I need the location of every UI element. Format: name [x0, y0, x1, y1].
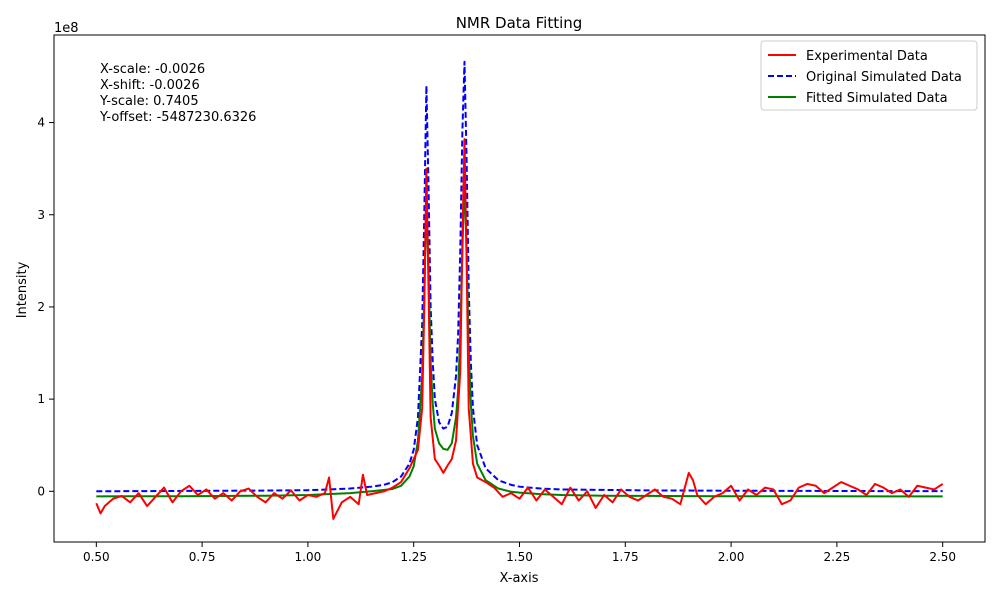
legend: Experimental Data Original Simulated Dat…	[760, 40, 978, 111]
y-tick-label: 2	[37, 300, 45, 314]
annotation-x-scale: X-scale: -0.0026	[100, 62, 205, 77]
x-tick-label: 0.50	[83, 550, 110, 564]
x-axis-label: X-axis	[500, 571, 539, 586]
y-tick-label: 3	[37, 208, 45, 222]
annotation-x-shift: X-shift: -0.0026	[100, 78, 200, 93]
plot-frame	[53, 34, 986, 543]
series-line-original-simulated-data	[96, 60, 943, 493]
fit-parameters-annotation: X-scale: -0.0026 X-shift: -0.0026 Y-scal…	[99, 62, 256, 125]
x-tick-label: 2.25	[824, 550, 851, 564]
y-axis-exponent-label: 1e8	[54, 21, 79, 36]
y-tick-label: 1	[37, 392, 45, 406]
x-tick-label: 1.50	[506, 550, 533, 564]
legend-label-fitted: Fitted Simulated Data	[806, 91, 948, 106]
legend-box	[760, 40, 978, 111]
y-axis-ticks: 0 1 2 3 4	[37, 116, 54, 498]
legend-label-original: Original Simulated Data	[806, 70, 962, 85]
y-tick-label: 4	[37, 116, 45, 130]
legend-label-experimental: Experimental Data	[806, 49, 928, 64]
x-tick-label: 2.00	[718, 550, 745, 564]
x-tick-label: 1.00	[295, 550, 322, 564]
chart-title: NMR Data Fitting	[456, 14, 583, 32]
x-tick-label: 2.50	[929, 550, 956, 564]
y-axis-label: Intensity	[15, 261, 30, 318]
annotation-y-offset: Y-offset: -5487230.6326	[99, 110, 256, 125]
x-axis-ticks: 0.50 0.75 1.00 1.25 1.50 1.75 2.00 2.25 2.50	[83, 542, 956, 564]
annotation-y-scale: Y-scale: 0.7405	[99, 94, 199, 109]
x-tick-label: 1.75	[612, 550, 639, 564]
series-line-experimental-data	[95, 138, 944, 520]
series-line-fitted-simulated-data	[96, 178, 943, 498]
x-tick-label: 1.25	[400, 550, 427, 564]
series-layer	[95, 60, 944, 520]
y-tick-label: 0	[37, 484, 45, 498]
x-tick-label: 0.75	[189, 550, 216, 564]
